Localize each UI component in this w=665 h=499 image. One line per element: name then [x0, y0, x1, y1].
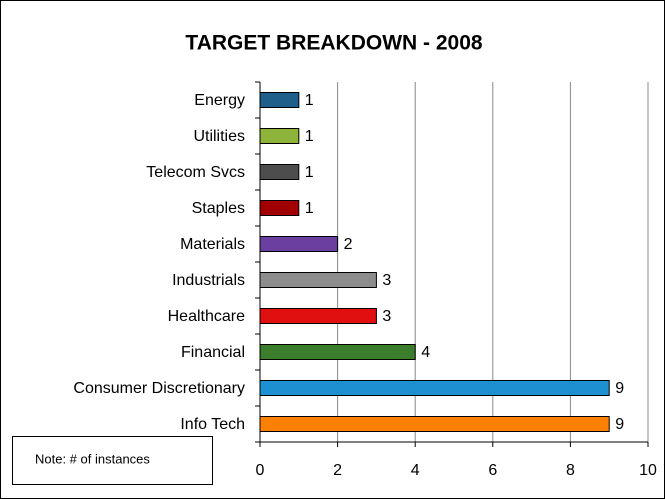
- bar: [259, 344, 416, 360]
- y-tick-label: Healthcare: [168, 308, 245, 325]
- x-tick-label: 6: [488, 462, 497, 479]
- y-tick-label: Financial: [181, 344, 245, 361]
- y-tick-label: Industrials: [172, 272, 245, 289]
- bar: [259, 416, 610, 432]
- bar: [259, 200, 300, 216]
- data-label: 1: [305, 92, 314, 109]
- x-tick-label: 4: [411, 462, 420, 479]
- note: Note: # of instances: [35, 451, 150, 466]
- bar: [259, 92, 300, 108]
- y-tick-label: Consumer Discretionary: [73, 380, 245, 397]
- data-label: 3: [382, 308, 391, 325]
- y-tick-label: Energy: [194, 92, 245, 109]
- y-tick-label: Info Tech: [180, 416, 245, 433]
- data-label: 1: [305, 164, 314, 181]
- y-tick-label: Staples: [192, 200, 245, 217]
- x-tick-label: 8: [566, 462, 575, 479]
- bar: [259, 164, 300, 180]
- data-label: 4: [421, 344, 430, 361]
- x-tick-label: 10: [639, 462, 657, 479]
- bar: [259, 308, 377, 324]
- y-tick-label: Materials: [180, 236, 245, 253]
- note-box: [12, 436, 213, 485]
- data-label: 1: [305, 200, 314, 217]
- x-tick-label: 2: [333, 462, 342, 479]
- bar: [259, 236, 339, 252]
- x-tick-label: 0: [256, 462, 265, 479]
- chart-title: TARGET BREAKDOWN - 2008: [185, 32, 482, 55]
- data-label: 9: [615, 380, 624, 397]
- bar: [259, 272, 377, 288]
- data-label: 2: [344, 236, 353, 253]
- y-tick-label: Telecom Svcs: [146, 164, 245, 181]
- bar: [259, 128, 300, 144]
- bar: [259, 380, 610, 396]
- y-tick-label: Utilities: [193, 128, 245, 145]
- data-label: 1: [305, 128, 314, 145]
- data-label: 3: [382, 272, 391, 289]
- data-label: 9: [615, 416, 624, 433]
